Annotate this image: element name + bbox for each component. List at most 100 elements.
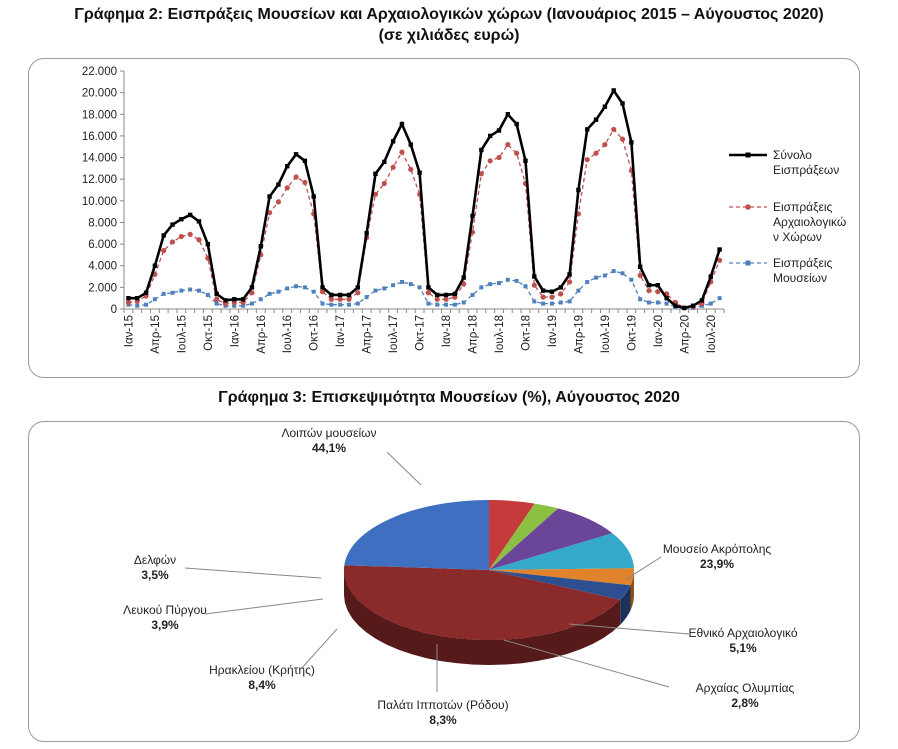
legend-label: Σύνολο Εισπράξεων [773,148,839,177]
data-point [585,127,590,132]
data-point [275,199,282,205]
data-point [549,289,555,294]
data-point [426,285,431,290]
data-point [470,213,475,219]
data-point [329,292,334,298]
data-point [408,282,413,287]
data-point [284,185,290,191]
data-point [567,272,572,277]
pie-chart-panel: Λοιπών μουσείων 44,1% Μουσείο Ακρόπολης 23,… [28,421,860,742]
data-point [566,279,573,285]
chart2-title: Γράφημα 2: Εισπράξεις Μουσείων και Αρχαι… [74,6,824,23]
data-point [249,301,254,306]
data-point [205,241,211,247]
data-point [196,219,202,224]
data-point [293,152,299,157]
data-point [399,121,405,127]
data-point [382,159,387,165]
x-tick-label: Απρ-15 [150,315,162,354]
data-point [638,297,643,302]
x-tick-label: Απρ-17 [362,315,374,354]
data-point [408,142,413,147]
data-point [505,112,511,117]
line-chart: 0 2.000 4.000 6.000 8.000 10.000 12.000 14.000 1… [82,66,846,354]
data-point [602,273,607,278]
leader-line [204,598,324,615]
data-point [240,297,246,302]
data-point [549,301,554,306]
pie-value-label: 8,4% [248,678,276,692]
data-point [135,303,140,308]
x-tick-label: Ιουλ-20 [706,315,718,353]
leader-line [184,567,322,579]
data-point [558,300,563,305]
y-tick-label: 6.000 [88,239,117,251]
data-point [329,302,334,307]
pie-slice-side [630,570,634,611]
x-tick-label: Οκτ-15 [203,315,215,351]
data-point [532,274,537,279]
pie-slice [344,500,489,570]
data-point [444,302,449,307]
data-point [179,288,184,293]
line-chart-panel: 0 2.000 4.000 6.000 8.000 10.000 12.000 14.000 1… [28,58,860,378]
x-tick-label: Απρ-20 [679,315,691,354]
data-point [161,247,167,254]
pie-label: Μουσείο Ακρόπολης [663,542,772,556]
data-point [381,180,387,187]
data-point [328,296,334,302]
data-point [682,305,687,311]
pie-value-label: 2,8% [731,696,759,710]
data-point [487,133,493,139]
data-point [135,295,140,301]
pie-slice [489,503,559,570]
data-point [664,301,669,306]
data-point [152,297,157,302]
pie-label: Παλάτι Ιπποτών (Ρόδου) [377,698,508,712]
data-point [655,300,660,305]
data-point [708,274,713,279]
data-point [496,128,502,133]
data-point [338,302,343,307]
data-point [584,157,590,163]
data-point [716,257,723,263]
x-tick-label: Ιαν-18 [441,315,453,347]
pie-slice [489,508,613,570]
data-point [267,291,272,296]
data-point [576,187,581,193]
data-point [355,301,360,306]
chart2-subtitle: (σε χιλιάδες ευρώ) [378,27,520,44]
pie-value-label: 3,9% [151,618,179,632]
data-point [647,300,651,305]
data-point [620,101,625,106]
leader-line [624,556,662,581]
data-point [302,285,307,290]
data-point [435,292,440,298]
data-point [514,278,519,283]
legend-label: Εισπράξεις Μουσείων [773,256,833,285]
data-point [479,285,484,290]
data-point [637,264,643,270]
data-point [496,154,502,161]
data-point [417,285,422,290]
data-point [611,126,617,133]
data-point [178,233,184,240]
pie-slice [489,500,535,570]
data-point [593,150,599,156]
data-point [540,288,546,293]
data-point [717,247,722,252]
data-point [276,182,281,187]
data-point [567,299,572,304]
data-point [699,298,705,303]
pie-label: Αρχαίας Ολυμπίας [696,681,795,695]
y-tick-label: 12.000 [82,174,117,186]
data-point [372,191,379,197]
legend-marker [745,152,751,158]
data-point [629,277,634,282]
data-point [302,158,308,163]
x-tick-label: Απρ-16 [256,315,268,354]
data-point [258,244,263,249]
leader-line [386,451,422,486]
data-point [197,288,201,293]
